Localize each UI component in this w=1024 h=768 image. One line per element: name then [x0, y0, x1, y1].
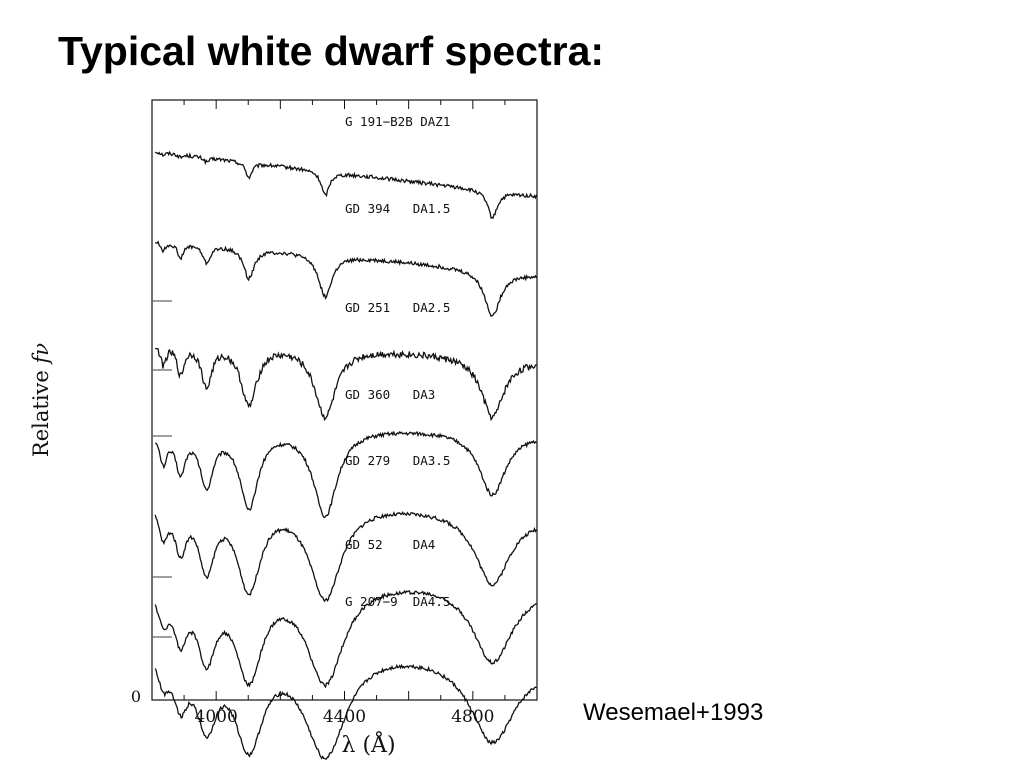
series-label: GD 360 DA3 — [345, 387, 435, 402]
x-tick-label: 4800 — [451, 707, 494, 727]
spectrum-line — [154, 589, 537, 689]
series-label: G 207−9 DA4.5 — [345, 594, 450, 609]
series-label: G 191−B2B DAZ1 — [345, 114, 450, 129]
spectrum-line — [154, 150, 538, 220]
series-label: GD 251 DA2.5 — [345, 300, 450, 315]
zero-level-marks — [152, 300, 172, 638]
y-axis-label: Relative fν — [29, 343, 53, 457]
slide-title: Typical white dwarf spectra: — [58, 28, 605, 74]
axis-labels: 0 λ (Å) Relative fν — [29, 343, 396, 758]
spectrum-line — [155, 240, 537, 318]
series-label: GD 394 DA1.5 — [345, 201, 450, 216]
citation: Wesemael+1993 — [583, 699, 764, 726]
spectrum-line — [154, 347, 537, 422]
spectrum-line — [155, 430, 537, 519]
x-axis-label: λ (Å) — [342, 730, 396, 758]
spectrum-line — [154, 510, 537, 603]
series-label: GD 279 DA3.5 — [345, 453, 450, 468]
spectra-lines — [154, 150, 538, 760]
y-tick-label: 0 — [131, 687, 141, 706]
series-labels: G 191−B2B DAZ1 GD 394 DA1.5 GD 251 DA2.5 GD… — [345, 114, 450, 609]
series-label: GD 52 DA4 — [345, 537, 435, 552]
spectrum-line — [154, 663, 537, 760]
x-axis-ticks: 4000 4400 4800 — [151, 100, 538, 727]
x-tick-label: 4400 — [323, 707, 366, 727]
